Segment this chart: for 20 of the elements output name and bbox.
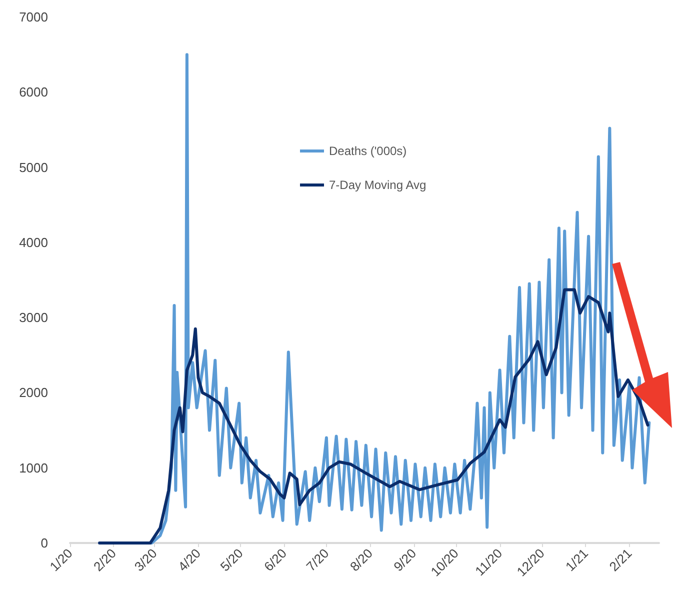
x-tick-label: 1/21 — [562, 546, 592, 574]
y-tick-label: 0 — [40, 536, 48, 550]
y-tick-label: 2000 — [19, 385, 48, 400]
y-tick-label: 6000 — [19, 84, 48, 100]
line-series — [98, 288, 650, 544]
y-tick-label: 5000 — [19, 160, 48, 175]
legend-label: Deaths ('000s) — [329, 144, 407, 158]
x-tick-label: 2/21 — [606, 546, 635, 574]
y-tick-label: 1000 — [19, 460, 48, 476]
y-tick-label: 4000 — [19, 234, 48, 250]
y-tick-label: 7000 — [19, 10, 48, 24]
x-tick-label: 4/20 — [175, 546, 204, 574]
x-tick-label: 7/20 — [303, 546, 332, 574]
x-tick-label: 9/20 — [390, 546, 420, 574]
x-tick-label: 6/20 — [261, 546, 290, 574]
x-tick-label: 5/20 — [217, 546, 246, 574]
x-tick-label: 8/20 — [346, 546, 376, 574]
legend-label: 7-Day Moving Avg — [329, 178, 426, 192]
y-tick-label: 3000 — [19, 310, 48, 326]
x-tick-label: 3/20 — [131, 546, 160, 574]
